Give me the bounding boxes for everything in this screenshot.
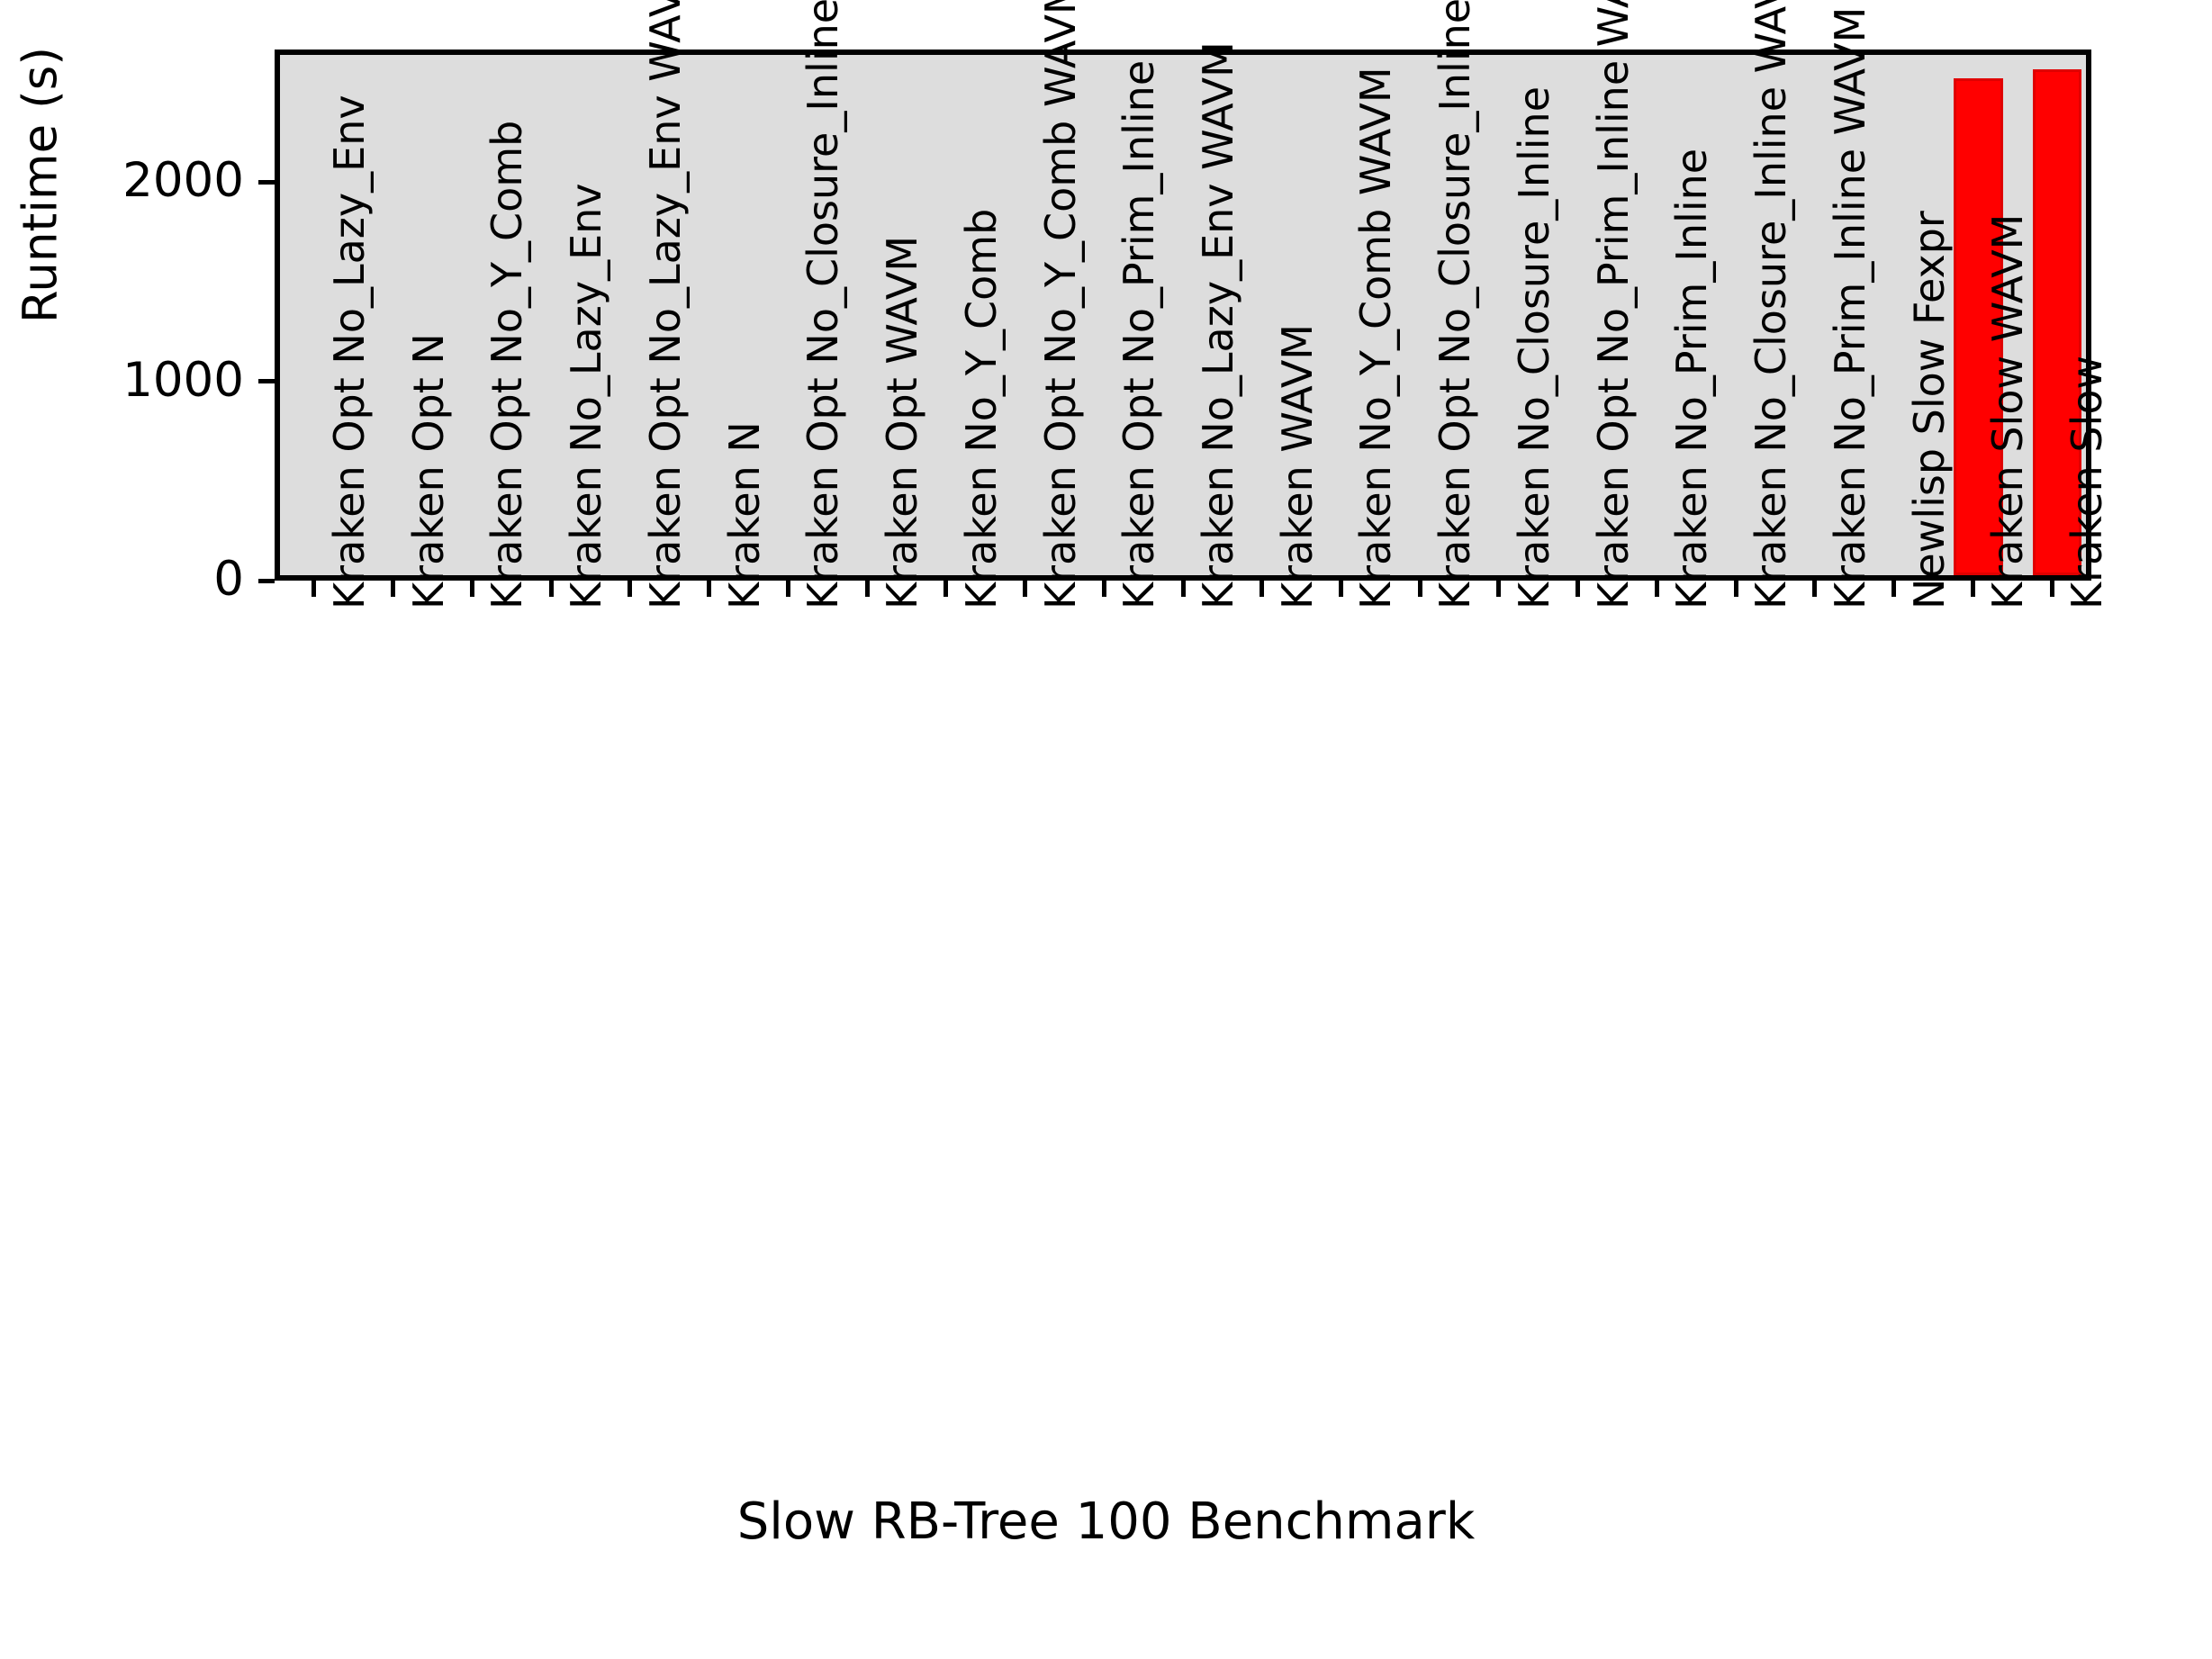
plot-area	[275, 50, 2091, 581]
x-tick-mark	[1654, 581, 1659, 597]
x-tick-mark	[1496, 581, 1502, 597]
x-axis-label: Slow RB-Tree 100 Benchmark	[736, 1492, 1476, 1551]
bar[interactable]	[1954, 77, 2003, 575]
x-tick-label: Kraken N	[719, 421, 769, 609]
x-tick-mark	[1180, 581, 1186, 597]
x-tick-label: Kraken Opt No_Lazy_Env WAVM	[640, 0, 690, 609]
bar[interactable]	[2032, 68, 2082, 575]
x-tick-label: Kraken Opt N	[403, 333, 453, 609]
x-tick-mark	[1733, 581, 1738, 597]
x-tick-mark	[943, 581, 949, 597]
x-tick-mark	[1259, 581, 1265, 597]
y-tick-mark	[258, 379, 275, 384]
x-tick-label: Kraken Opt No_Y_Comb WAVM	[1035, 0, 1085, 609]
x-tick-mark	[864, 581, 870, 597]
x-tick-mark	[1417, 581, 1422, 597]
y-axis-label: Runtime (s)	[13, 46, 68, 324]
x-tick-mark	[311, 581, 317, 597]
x-tick-mark	[1023, 581, 1028, 597]
x-tick-label: Kraken Opt WAVM	[878, 235, 927, 609]
y-tick-mark	[258, 179, 275, 185]
y-tick-label: 2000	[122, 153, 244, 209]
x-tick-label: Kraken WAVM	[1272, 324, 1322, 609]
x-tick-label: Kraken Opt No_Closure_Inline WAVM	[1431, 0, 1480, 609]
x-tick-label: Newlisp Slow Fexpr	[1904, 211, 1954, 609]
x-tick-mark	[2049, 581, 2054, 597]
x-tick-label: Kraken Opt No_Prim_Inline WAVM	[1588, 0, 1638, 609]
x-tick-mark	[469, 581, 474, 597]
x-tick-mark	[1812, 581, 1818, 597]
x-tick-mark	[548, 581, 554, 597]
x-tick-label: Kraken No_Lazy_Env	[562, 183, 611, 609]
x-tick-mark	[785, 581, 790, 597]
x-tick-mark	[1575, 581, 1581, 597]
x-tick-mark	[627, 581, 633, 597]
y-tick-label: 1000	[122, 352, 244, 408]
x-tick-label: Kraken Opt No_Y_Comb	[483, 120, 532, 609]
x-tick-mark	[1101, 581, 1106, 597]
y-tick-mark	[258, 578, 275, 583]
x-tick-label: Kraken Opt No_Prim_Inline	[1115, 59, 1164, 609]
x-tick-mark	[1891, 581, 1897, 597]
x-tick-label: Kraken Opt No_Closure_Inline	[799, 0, 848, 609]
x-tick-label: Kraken Opt No_Lazy_Env	[324, 95, 374, 609]
y-tick-label: 0	[213, 552, 244, 607]
x-tick-label: Kraken No_Y_Comb	[956, 208, 1006, 609]
x-tick-mark	[707, 581, 712, 597]
x-tick-label: Kraken No_Prim_Inline	[1667, 148, 1717, 609]
x-tick-label: Kraken No_Y_Comb WAVM	[1351, 67, 1401, 609]
x-tick-label: Kraken Slow WAVM	[1983, 213, 2033, 609]
x-tick-mark	[1338, 581, 1343, 597]
x-tick-mark	[1970, 581, 1975, 597]
x-tick-mark	[391, 581, 396, 597]
x-tick-label: Kraken No_Closure_Inline WAVM	[1747, 0, 1796, 609]
bars-layer	[280, 55, 2086, 575]
x-tick-label: Kraken No_Lazy_Env WAVM	[1194, 41, 1242, 609]
x-tick-label: Kraken Slow	[2063, 355, 2112, 609]
x-tick-label: Kraken No_Closure_Inline	[1509, 86, 1558, 609]
x-tick-label: Kraken No_Prim_Inline WAVM	[1825, 6, 1874, 609]
